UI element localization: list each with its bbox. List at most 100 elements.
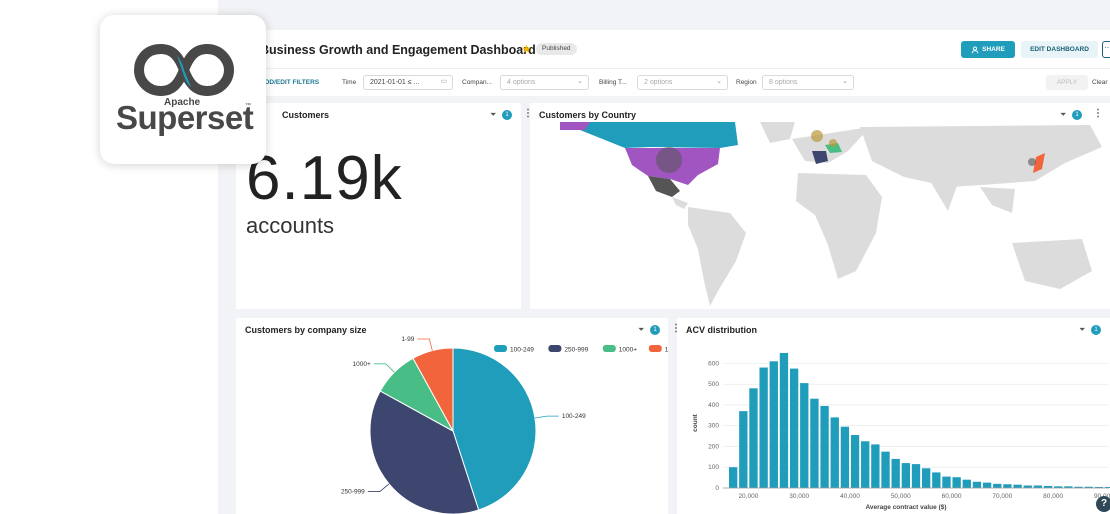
histogram-bar[interactable] <box>871 444 880 488</box>
help-icon[interactable]: ? <box>1096 496 1110 512</box>
map-region-australia <box>1012 239 1092 289</box>
kebab-menu-icon[interactable]: ⋮ <box>1093 108 1103 119</box>
map-bubble-japan <box>1028 158 1036 166</box>
time-filter-value: 2021-01-01 ≤ ... <box>370 79 420 86</box>
histogram-bar[interactable] <box>769 361 778 488</box>
billing-filter-select[interactable]: 2 options ⌄ <box>637 75 728 90</box>
filter-icon[interactable]: ⏷ <box>490 110 497 119</box>
y-axis-title: count <box>692 413 699 432</box>
x-tick-label: 60,000 <box>942 493 962 500</box>
histogram-bar[interactable] <box>952 477 961 488</box>
histogram-bar[interactable] <box>982 482 992 488</box>
histogram-bar[interactable] <box>739 411 748 488</box>
histogram-bar[interactable] <box>789 368 799 488</box>
x-tick-label: 50,000 <box>891 493 911 500</box>
histogram-bar[interactable] <box>1043 485 1053 488</box>
x-tick-label: 30,000 <box>789 493 809 500</box>
share-button[interactable]: SHARE <box>961 41 1015 58</box>
filter-icon[interactable]: ⏷ <box>1060 110 1067 119</box>
legend-label[interactable]: 1000+ <box>619 347 637 354</box>
histogram-bar[interactable] <box>901 463 911 488</box>
map-region-south-america <box>688 207 746 306</box>
star-icon[interactable]: ★ <box>521 42 532 56</box>
logo-trademark: ™ <box>245 103 251 109</box>
histogram-bar[interactable] <box>820 405 829 488</box>
histogram-bar[interactable] <box>1054 486 1063 488</box>
legend-label[interactable]: 1-99 <box>665 347 668 354</box>
filter-icon[interactable]: ⏷ <box>638 325 645 334</box>
chevron-down-icon: ⌄ <box>842 78 848 85</box>
histogram-bar[interactable] <box>1064 486 1073 488</box>
histogram-bar[interactable] <box>1033 485 1043 488</box>
x-tick-label: 70,000 <box>992 493 1012 500</box>
customers-by-company-size-card: Customers by company size ⏷ 1 ⋮ 100-249 2… <box>236 318 681 514</box>
histogram-bar[interactable] <box>993 483 1002 488</box>
more-button[interactable]: ⋯ <box>1102 41 1110 58</box>
histogram-bar[interactable] <box>1094 486 1104 488</box>
histogram-bar[interactable] <box>942 476 951 488</box>
clear-button[interactable]: Clear <box>1092 79 1108 86</box>
acv-distribution-card: ACV distribution ⏷ 1 ⋮ 01002003004005006… <box>677 318 1110 514</box>
big-number-value: 6.19k <box>246 144 403 213</box>
filter-icon[interactable]: ⏷ <box>1079 325 1086 334</box>
chevron-down-icon: ⌄ <box>577 78 583 85</box>
customers-by-country-card: Customers by Country ⏷ 1 ⋮ <box>530 103 1110 309</box>
histogram-bar[interactable] <box>830 417 839 488</box>
map-region-japan <box>1033 153 1045 173</box>
histogram-bar[interactable] <box>881 451 890 488</box>
histogram-bar[interactable] <box>1013 484 1022 488</box>
histogram-bar[interactable] <box>861 441 870 488</box>
histogram-bar[interactable] <box>932 472 941 488</box>
pie-chart: 100-249 250-999 1000+ 1-99 100-249 250-999 100… <box>341 336 668 514</box>
histogram-bar[interactable] <box>972 481 982 488</box>
map-bubble-germany <box>829 139 837 147</box>
x-tick-label: 20,000 <box>738 493 758 500</box>
histogram-bar[interactable] <box>759 367 768 488</box>
pie-label: 250-999 <box>341 489 365 496</box>
card-title: Customers <box>282 110 330 120</box>
map-region-alaska <box>560 122 590 130</box>
histogram-bar[interactable] <box>921 468 931 488</box>
company-filter-select[interactable]: 4 options ⌄ <box>500 75 589 90</box>
superset-logo: Apache Superset ™ <box>100 15 266 164</box>
histogram-bar[interactable] <box>962 479 971 488</box>
add-edit-filters-button[interactable]: ADD/EDIT FILTERS <box>260 79 320 86</box>
map-region-greenland <box>760 122 795 143</box>
legend-swatch <box>602 345 616 352</box>
pie-slice-100-249[interactable] <box>452 347 537 511</box>
kebab-menu-icon[interactable]: ⋮ <box>523 108 533 119</box>
legend-label[interactable]: 100-249 <box>510 347 534 354</box>
time-filter-select[interactable]: 2021-01-01 ≤ ... ▭ <box>363 75 453 90</box>
histogram-bar[interactable] <box>1084 486 1093 488</box>
histogram-bar[interactable] <box>1104 486 1110 488</box>
histogram-bar[interactable] <box>728 467 738 488</box>
pie-label-line <box>534 415 559 419</box>
apply-button[interactable]: APPLY <box>1046 75 1088 90</box>
map-region-mexico <box>648 176 680 197</box>
histogram-bar[interactable] <box>850 435 860 488</box>
histogram-bar[interactable] <box>1023 485 1032 488</box>
region-filter-value: 8 options <box>769 79 798 86</box>
histogram-bar[interactable] <box>911 464 921 488</box>
histogram-bar[interactable] <box>1003 484 1012 488</box>
histogram-bar[interactable] <box>749 388 758 488</box>
histogram-bar[interactable] <box>840 426 850 488</box>
filter-count-badge: 1 <box>1072 110 1082 120</box>
legend-swatch <box>648 345 662 352</box>
logo-apache-text: Apache <box>164 97 201 108</box>
edit-dashboard-button[interactable]: EDIT DASHBOARD <box>1021 41 1098 58</box>
histogram-bar[interactable] <box>891 458 900 488</box>
billing-filter-value: 2 options <box>644 79 673 86</box>
histogram-bar[interactable] <box>779 353 789 488</box>
card-title: Customers by Country <box>539 110 637 120</box>
histogram-bar[interactable] <box>1074 486 1083 488</box>
legend-label[interactable]: 250-999 <box>564 347 588 354</box>
company-filter-label: Compan... <box>462 79 492 86</box>
y-tick-label: 100 <box>708 464 719 471</box>
y-tick-label: 200 <box>708 443 719 450</box>
histogram-bar[interactable] <box>810 398 819 488</box>
billing-filter-label: Billing T... <box>599 79 627 86</box>
kebab-menu-icon[interactable]: ⋮ <box>671 323 681 334</box>
histogram-bar[interactable] <box>800 383 809 488</box>
region-filter-select[interactable]: 8 options ⌄ <box>762 75 854 90</box>
